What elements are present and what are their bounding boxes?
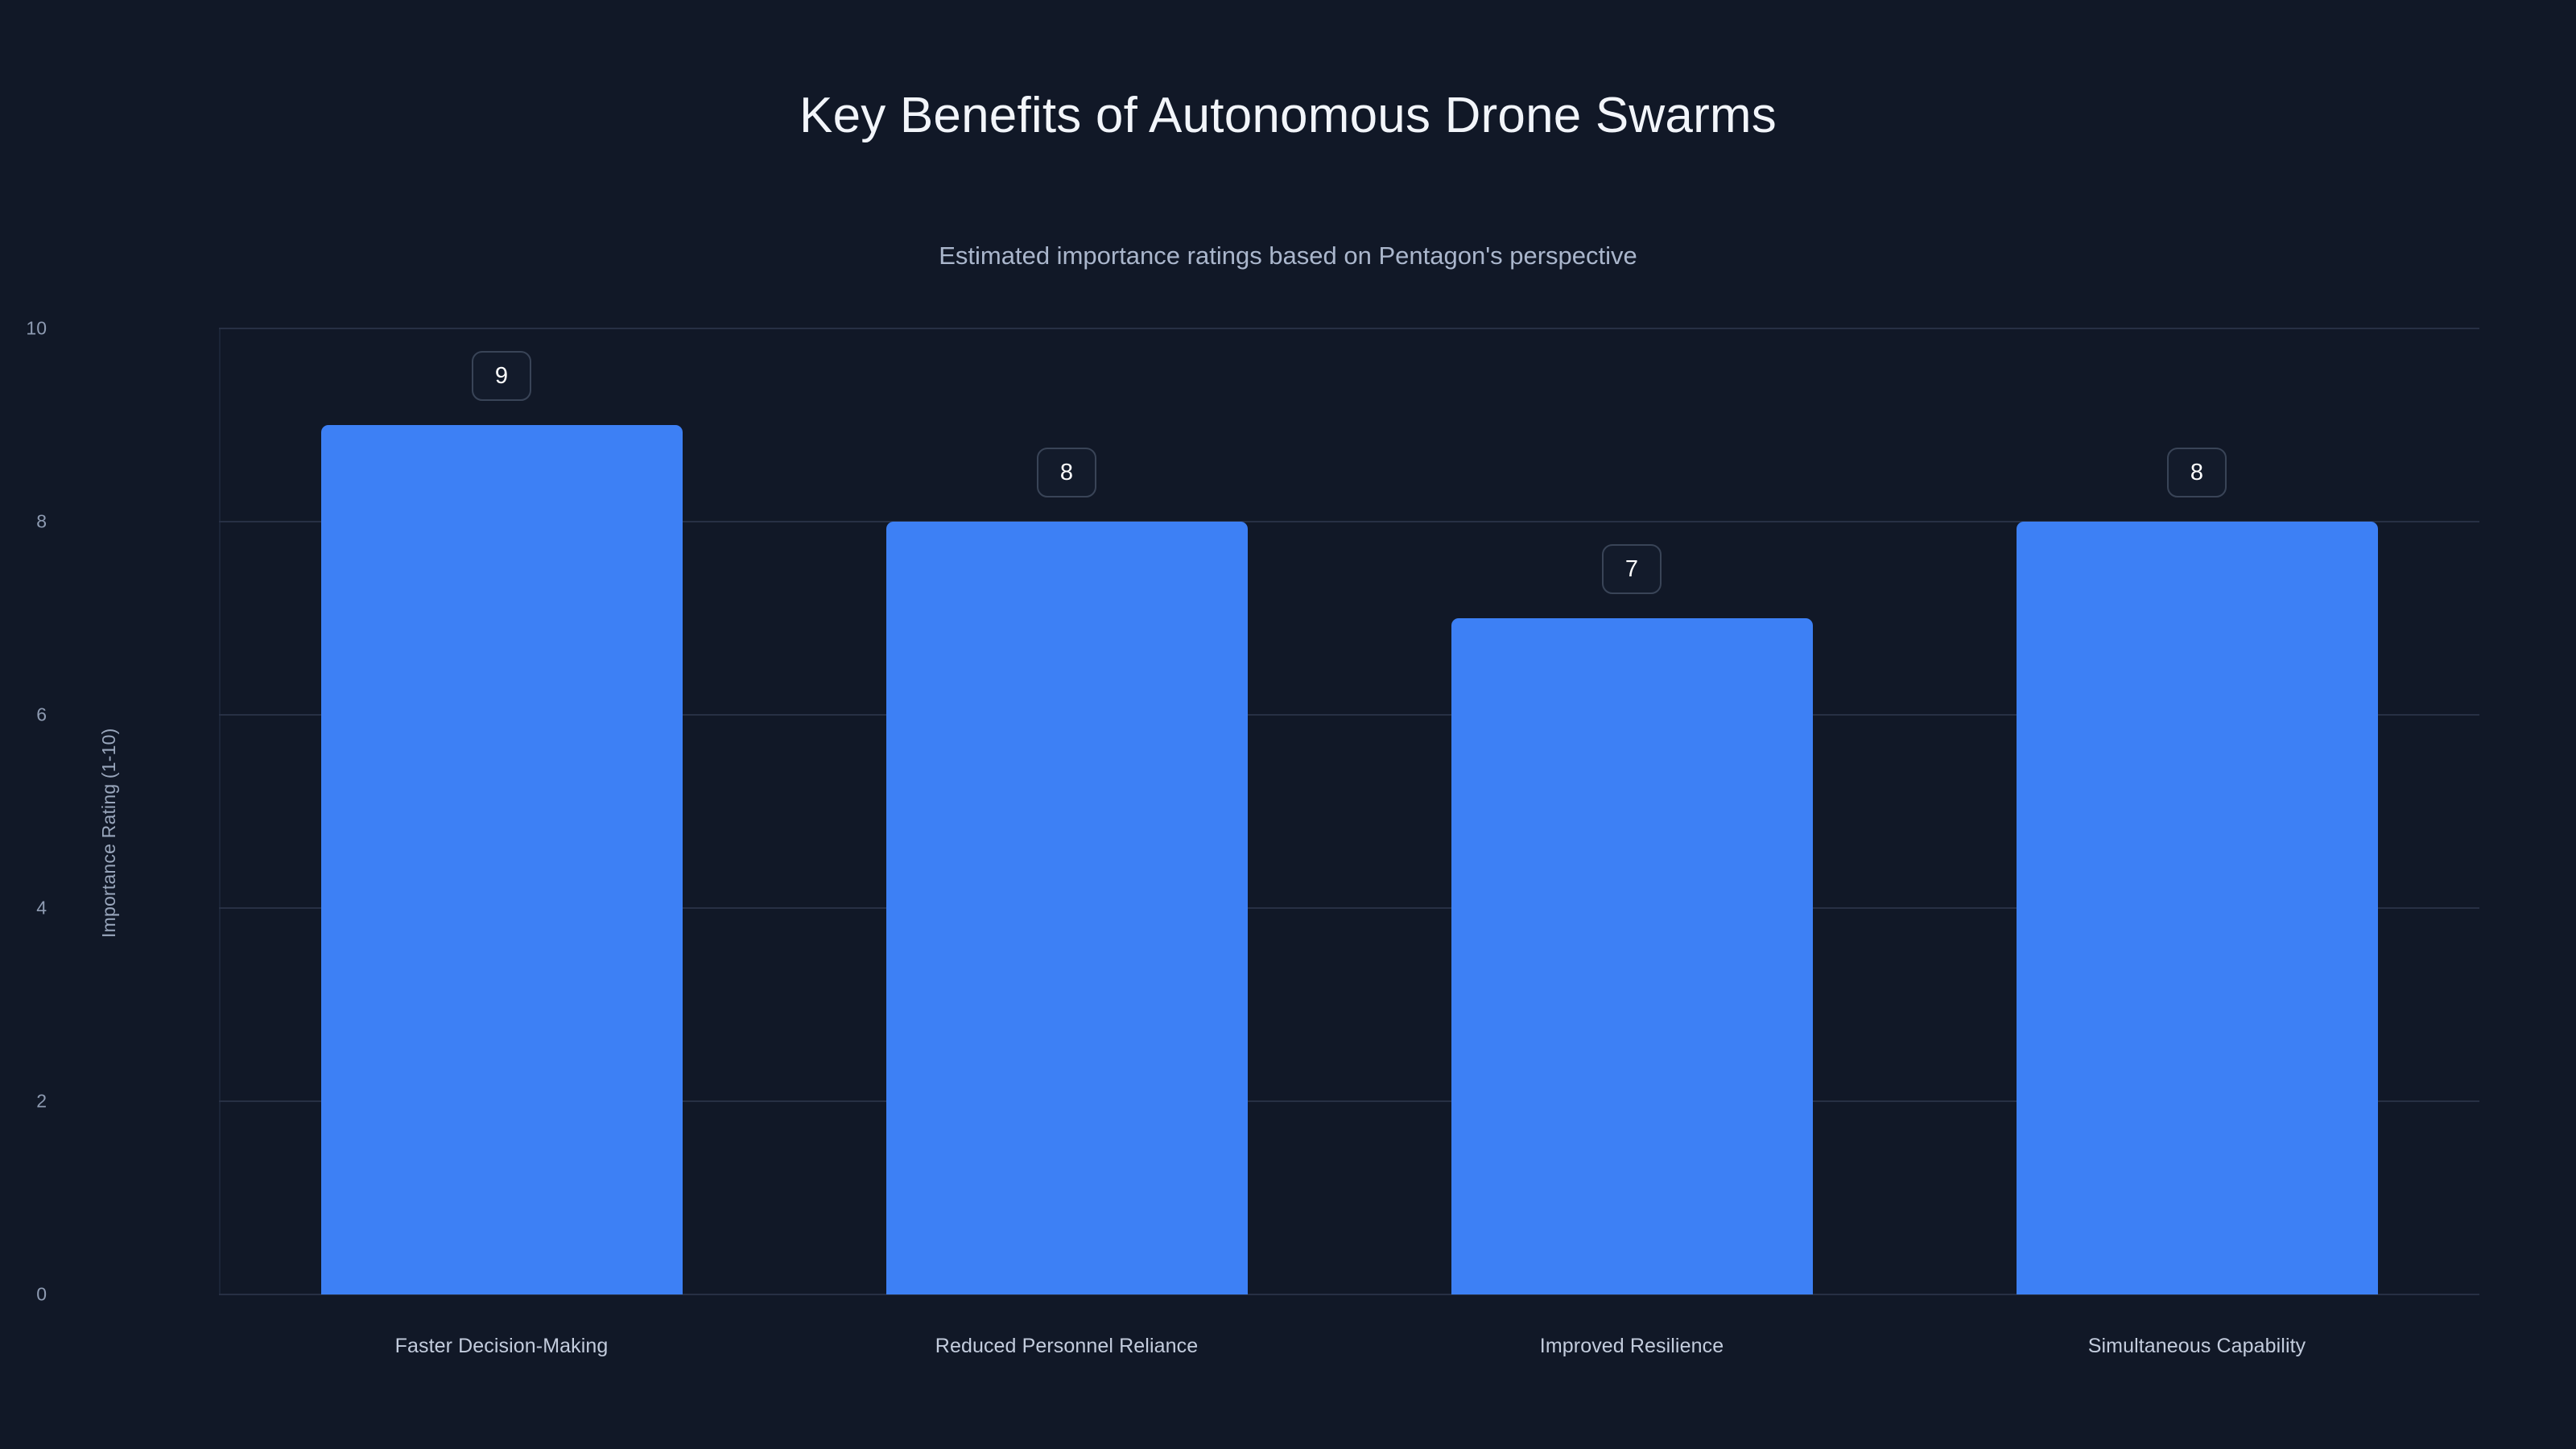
y-tick-label: 0 — [36, 1283, 47, 1305]
y-tick-label: 8 — [36, 510, 47, 532]
y-axis-line — [219, 328, 221, 1294]
gridline — [219, 907, 2479, 909]
gridline — [219, 1100, 2479, 1102]
x-tick-label: Faster Decision-Making — [394, 1335, 609, 1357]
y-tick-label: 2 — [36, 1090, 47, 1112]
gridline — [219, 1294, 2479, 1295]
gridline — [219, 714, 2479, 716]
bar-value-badge: 8 — [2167, 448, 2227, 497]
bar-value-badge: 9 — [472, 351, 531, 401]
bar-value-badge: 8 — [1037, 448, 1096, 497]
bar-value-badge: 7 — [1602, 544, 1662, 594]
chart-subtitle: Estimated importance ratings based on Pe… — [939, 242, 1637, 270]
y-axis-title: Importance Rating (1-10) — [98, 728, 119, 938]
bar[interactable] — [886, 522, 1248, 1294]
x-tick-label: Improved Resilience — [1539, 1335, 1724, 1357]
x-tick-label: Simultaneous Capability — [2087, 1335, 2306, 1357]
chart-title: Key Benefits of Autonomous Drone Swarms — [799, 88, 1777, 143]
gridline — [219, 521, 2479, 522]
y-tick-label: 4 — [36, 897, 47, 919]
x-tick-label: Reduced Personnel Reliance — [935, 1335, 1199, 1357]
y-tick-label: 6 — [36, 704, 47, 725]
gridline — [219, 328, 2479, 329]
bar[interactable] — [320, 425, 683, 1294]
bar[interactable] — [1451, 618, 1813, 1294]
y-tick-label: 10 — [26, 317, 47, 339]
bar[interactable] — [2016, 522, 2378, 1294]
plot-area: 0 2 4 6 8 10 — [26, 318, 2479, 1305]
